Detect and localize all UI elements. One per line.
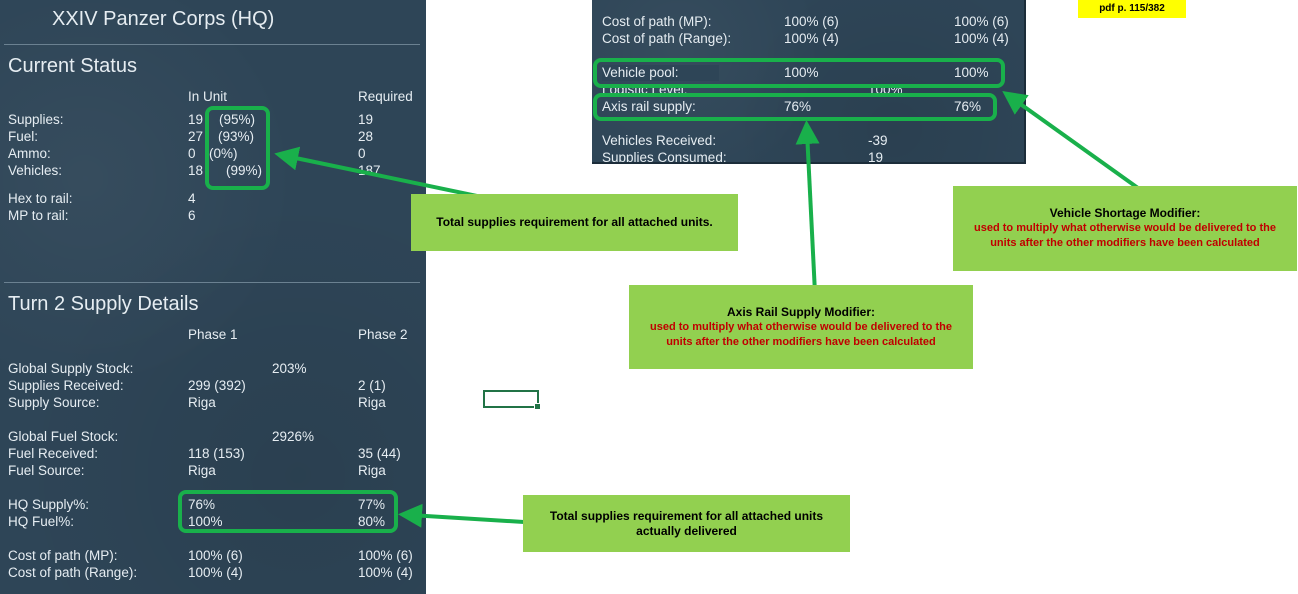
supplies-required: 19	[358, 112, 374, 127]
supply-source-p2: Riga	[358, 395, 386, 410]
vehicle-pool-p2: 100%	[954, 65, 989, 80]
fuel-pct: (93%)	[218, 129, 255, 144]
vehicle-shortage-title: Vehicle Shortage Modifier:	[1049, 206, 1201, 220]
delivered-callout: Total supplies requirement for all attac…	[523, 495, 850, 552]
fuel-required: 28	[358, 129, 374, 144]
cost-range-p2: 100% (4)	[358, 565, 413, 580]
supplies-consumed-label: Supplies Consumed:	[602, 150, 727, 164]
col-required: Required	[358, 89, 413, 104]
fuel-received-p1: 118 (153)	[188, 446, 245, 461]
fuel-source-label: Fuel Source:	[8, 463, 85, 478]
cost-mp-p1: 100% (6)	[784, 14, 839, 29]
vehicle-pool-label: Vehicle pool:	[602, 65, 719, 81]
vehicles-received-value: -39	[868, 133, 888, 148]
cost-mp-label: Cost of path (MP):	[602, 14, 712, 29]
vehicles-pct: (99%)	[226, 163, 263, 178]
axis-rail-p1: 76%	[784, 99, 812, 114]
vehicle-pool-highlight	[593, 58, 1005, 88]
unit-title: XXIV Panzer Corps (HQ)	[52, 8, 275, 30]
pdf-page-label: pdf p. 115/382	[1078, 0, 1186, 18]
divider	[4, 44, 420, 45]
cost-mp-label: Cost of path (MP):	[8, 548, 118, 563]
mp-to-rail-label: MP to rail:	[8, 208, 69, 223]
axis-rail-p2: 76%	[954, 99, 982, 114]
hq-fuel-p1: 100%	[188, 514, 223, 529]
col-in-unit: In Unit	[188, 89, 228, 104]
fuel-source-p1: Riga	[188, 463, 216, 478]
cost-range-label: Cost of path (Range):	[602, 31, 732, 46]
ammo-required: 0	[358, 146, 366, 161]
fuel-in-unit: 27	[188, 129, 204, 144]
supply-source-label: Supply Source:	[8, 395, 100, 410]
supply-source-p1: Riga	[188, 395, 216, 410]
fuel-received-p2: 35 (44)	[358, 446, 401, 461]
supplies-received-label: Supplies Received:	[8, 378, 124, 393]
supplies-label: Supplies:	[8, 112, 64, 127]
hq-fuel-label: HQ Fuel%:	[8, 514, 75, 529]
hq-fuel-p2: 80%	[358, 514, 386, 529]
hq-supply-p2: 77%	[358, 497, 386, 512]
cost-mp-p1: 100% (6)	[188, 548, 243, 563]
mp-to-rail-value: 6	[188, 208, 196, 223]
arrow-to-hq-percent	[398, 503, 541, 528]
col-phase1: Phase 1	[188, 327, 238, 342]
axis-rail-desc: used to multiply what otherwise would be…	[650, 320, 952, 348]
turn-details-heading: Turn 2 Supply Details	[8, 293, 199, 315]
vehicle-pool-p1: 100%	[784, 65, 819, 80]
cost-range-p1: 100% (4)	[784, 31, 839, 46]
global-fuel-label: Global Fuel Stock:	[8, 429, 119, 444]
axis-rail-label: Axis rail supply:	[602, 99, 696, 114]
arrow-to-vehicle-pool	[1002, 91, 1154, 200]
supplies-in-unit: 19	[188, 112, 204, 127]
vehicle-shortage-callout: Vehicle Shortage Modifier: used to multi…	[953, 186, 1297, 271]
cost-range-p2: 100% (4)	[954, 31, 1009, 46]
ammo-in-unit: 0	[188, 146, 196, 161]
vehicles-received-label: Vehicles Received:	[602, 133, 717, 148]
supplies-received-p1: 299 (392)	[188, 378, 246, 393]
col-phase2: Phase 2	[358, 327, 408, 342]
fuel-label: Fuel:	[8, 129, 39, 144]
hq-supply-panel: XXIV Panzer Corps (HQ) Current Status In…	[0, 0, 426, 594]
vehicle-shortage-desc: used to multiply what otherwise would be…	[974, 222, 1276, 249]
supplies-pct: (95%)	[219, 112, 256, 127]
hq-percent-highlight	[178, 490, 398, 533]
axis-rail-title: Axis Rail Supply Modifier:	[726, 304, 876, 319]
cost-range-p1: 100% (4)	[188, 565, 243, 580]
vehicles-in-unit: 18	[188, 163, 204, 178]
selected-cell[interactable]	[483, 390, 541, 410]
cost-mp-p2: 100% (6)	[954, 14, 1009, 29]
global-supply-value: 203%	[272, 361, 307, 376]
fuel-received-label: Fuel Received:	[8, 446, 99, 461]
ammo-pct: (0%)	[209, 146, 238, 161]
total-supplies-text: Total supplies requirement for all attac…	[436, 215, 713, 229]
total-supplies-callout: Total supplies requirement for all attac…	[411, 194, 738, 251]
divider	[4, 282, 420, 283]
global-supply-label: Global Supply Stock:	[8, 361, 134, 376]
vehicles-label: Vehicles:	[8, 163, 63, 178]
vehicles-required: 187	[358, 163, 381, 178]
ammo-label: Ammo:	[8, 146, 51, 161]
delivered-text: Total supplies requirement for all attac…	[549, 508, 824, 538]
hex-to-rail-value: 4	[188, 191, 196, 206]
axis-rail-callout: Axis Rail Supply Modifier: used to multi…	[629, 285, 973, 369]
hq-supply-label: HQ Supply%:	[8, 497, 90, 512]
hex-to-rail-label: Hex to rail:	[8, 191, 73, 206]
supplies-received-p2: 2 (1)	[358, 378, 386, 393]
fuel-source-p2: Riga	[358, 463, 386, 478]
in-unit-percent-highlight	[205, 106, 270, 190]
supplies-consumed-value: 19	[868, 150, 884, 164]
axis-rail-highlight	[593, 93, 997, 121]
global-fuel-value: 2926%	[272, 429, 315, 444]
cost-range-label: Cost of path (Range):	[8, 565, 138, 580]
cost-mp-p2: 100% (6)	[358, 548, 413, 563]
hq-supply-p1: 76%	[188, 497, 216, 512]
current-status-heading: Current Status	[8, 55, 137, 77]
